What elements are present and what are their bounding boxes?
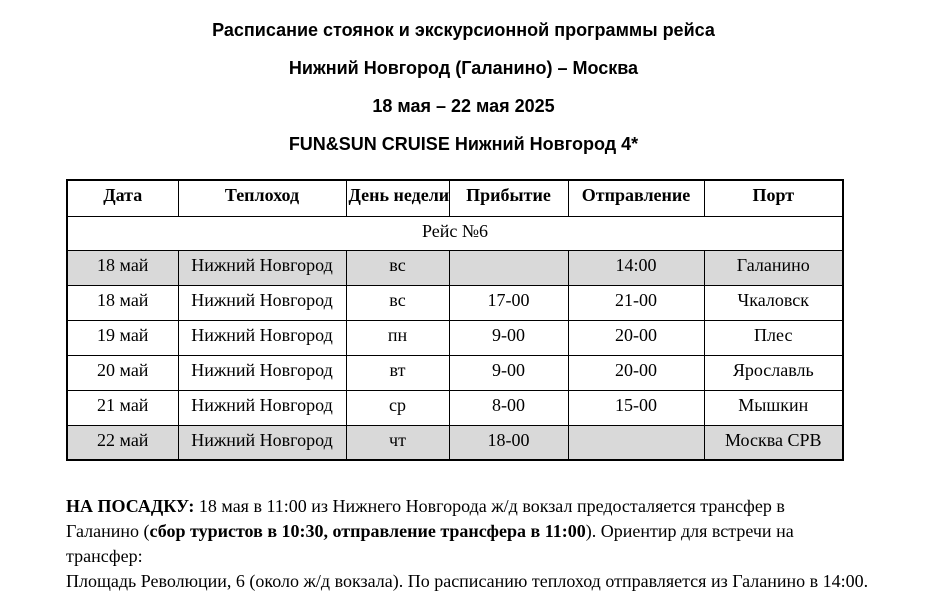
cruise-section-label: Рейс №6 — [66, 215, 844, 251]
cell-weekday: вс — [345, 249, 450, 286]
table-row: 18 май Нижний Новгород вс 14:00 Галанино — [66, 249, 844, 286]
col-header-departure: Отправление — [567, 179, 705, 217]
boarding-notice-text: Галанино ( — [66, 521, 150, 541]
cell-weekday: вт — [345, 354, 450, 391]
boarding-notice-label: НА ПОСАДКУ: — [66, 496, 195, 516]
cell-date: 21 май — [66, 389, 179, 426]
cell-weekday: вс — [345, 284, 450, 321]
schedule-table: Дата Теплоход День недели Прибытие Отпра… — [66, 179, 844, 461]
header-row: Дата Теплоход День недели Прибытие Отпра… — [66, 179, 844, 217]
table-row: 20 май Нижний Новгород вт 9-00 20-00 Яро… — [66, 354, 844, 391]
cell-date: 18 май — [66, 249, 179, 286]
cell-port: Ярославль — [703, 354, 844, 391]
col-header-port: Порт — [703, 179, 844, 217]
cell-ship: Нижний Новгород — [177, 249, 347, 286]
cell-ship: Нижний Новгород — [177, 319, 347, 356]
table-row: 18 май Нижний Новгород вс 17-00 21-00 Чк… — [66, 284, 844, 321]
cell-weekday: ср — [345, 389, 450, 426]
col-header-date: Дата — [66, 179, 179, 217]
cell-port: Чкаловск — [703, 284, 844, 321]
cell-weekday: чт — [345, 424, 450, 461]
col-header-arrival: Прибытие — [448, 179, 569, 217]
cell-departure: 20-00 — [567, 354, 705, 391]
cell-departure: 20-00 — [567, 319, 705, 356]
cell-port: Галанино — [703, 249, 844, 286]
cell-ship: Нижний Новгород — [177, 354, 347, 391]
cell-arrival: 8-00 — [448, 389, 569, 426]
table-row: 19 май Нижний Новгород пн 9-00 20-00 Пле… — [66, 319, 844, 356]
cell-ship: Нижний Новгород — [177, 284, 347, 321]
cell-arrival: 17-00 — [448, 284, 569, 321]
cell-port: Москва СРВ — [703, 424, 844, 461]
table-row: 22 май Нижний Новгород чт 18-00 Москва С… — [66, 424, 844, 461]
doc-title-dates: 18 мая – 22 мая 2025 — [372, 96, 555, 116]
cell-departure: 14:00 — [567, 249, 705, 286]
boarding-notice-text: 18 мая в 11:00 из Нижнего Новгорода ж/д … — [194, 496, 785, 516]
boarding-notice-line: Площадь Революции, 6 (около ж/д вокзала)… — [66, 569, 872, 594]
cell-weekday: пн — [345, 319, 450, 356]
cell-date: 19 май — [66, 319, 179, 356]
cell-date: 18 май — [66, 284, 179, 321]
document-title-block: Расписание стоянок и экскурсионной прогр… — [0, 0, 927, 154]
cell-date: 22 май — [66, 424, 179, 461]
cell-arrival: 9-00 — [448, 354, 569, 391]
cell-ship: Нижний Новгород — [177, 424, 347, 461]
cell-arrival: 9-00 — [448, 319, 569, 356]
boarding-notice-emphasis: сбор туристов в 10:30, отправление транс… — [149, 521, 586, 541]
cell-arrival — [448, 249, 569, 286]
cell-port: Мышкин — [703, 389, 844, 426]
boarding-notice-line: НА ПОСАДКУ: 18 мая в 11:00 из Нижнего Но… — [66, 494, 872, 519]
cruise-section-row: Рейс №6 — [66, 215, 844, 251]
col-header-weekday: День недели — [345, 179, 450, 217]
boarding-notice-line: Галанино (сбор туристов в 10:30, отправл… — [66, 519, 872, 569]
boarding-notice-text: Площадь Революции, 6 (около ж/д вокзала)… — [66, 571, 869, 591]
cell-date: 20 май — [66, 354, 179, 391]
cell-departure — [567, 424, 705, 461]
cell-ship: Нижний Новгород — [177, 389, 347, 426]
cell-arrival: 18-00 — [448, 424, 569, 461]
cell-port: Плес — [703, 319, 844, 356]
boarding-notice-text: ). Ориентир для встречи на трансфер: — [66, 521, 794, 566]
doc-title-schedule: Расписание стоянок и экскурсионной прогр… — [212, 20, 715, 40]
col-header-ship: Теплоход — [177, 179, 347, 217]
doc-title-ship: FUN&SUN CRUISE Нижний Новгород 4* — [288, 134, 639, 154]
table-row: 21 май Нижний Новгород ср 8-00 15-00 Мыш… — [66, 389, 844, 426]
boarding-notice: НА ПОСАДКУ: 18 мая в 11:00 из Нижнего Но… — [66, 494, 872, 594]
doc-title-route: Нижний Новгород (Галанино) – Москва — [288, 58, 639, 78]
cell-departure: 15-00 — [567, 389, 705, 426]
cell-departure: 21-00 — [567, 284, 705, 321]
